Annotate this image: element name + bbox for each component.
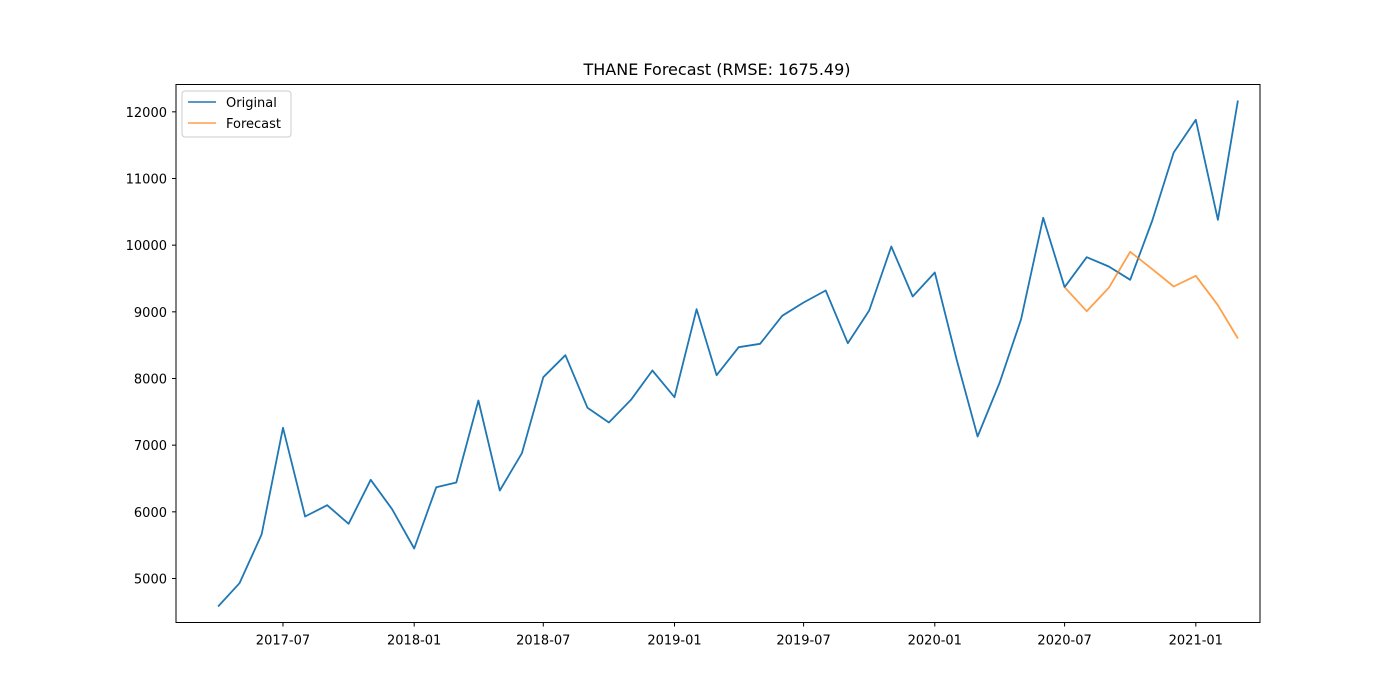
y-axis: 5000 6000 7000 8000 9000 10000 11000 12000 (126, 106, 176, 588)
y-tick-label: 5000 (134, 573, 167, 588)
data-point-original (1195, 119, 1197, 121)
y-tick-label: 6000 (134, 506, 167, 521)
data-point-original (608, 422, 610, 424)
data-point-original (565, 354, 567, 356)
data-point-original (348, 523, 350, 525)
data-point-original (1108, 266, 1110, 268)
y-tick-label: 12000 (126, 106, 167, 121)
data-point-original (455, 482, 457, 484)
x-axis: 2017-07 2018-01 2018-07 2019-01 2019-07 2020-… (256, 622, 1223, 649)
data-point-original (956, 360, 958, 362)
y-tick-label: 9000 (134, 306, 167, 321)
x-tick-label: 2019-01 (647, 634, 701, 649)
chart-title: THANE Forecast (RMSE: 1675.49) (582, 60, 850, 79)
data-point-original (977, 436, 979, 438)
data-point-original (435, 486, 437, 488)
series-line-forecast (1063, 250, 1239, 339)
data-point-original (1086, 256, 1088, 258)
data-point-original (934, 272, 936, 274)
data-point-original (217, 606, 219, 608)
series-line-original (217, 100, 1239, 608)
data-point-original (696, 308, 698, 310)
data-point-original (261, 534, 263, 536)
x-tick-label: 2020-07 (1037, 634, 1091, 649)
data-point-original (1237, 100, 1239, 102)
data-point-original (1042, 217, 1044, 219)
x-tick-label: 2018-01 (387, 634, 441, 649)
legend-label-forecast: Forecast (226, 117, 281, 132)
data-point-forecast (1237, 338, 1239, 340)
x-tick-label: 2018-07 (516, 634, 570, 649)
data-point-original (630, 399, 632, 401)
data-point-original (304, 516, 306, 518)
data-point-original (674, 396, 676, 398)
data-point-original (912, 296, 914, 298)
series-layer (217, 100, 1239, 608)
data-point-original (370, 479, 372, 481)
data-point-original (1151, 220, 1153, 222)
legend-label-original: Original (226, 96, 277, 111)
data-point-original (652, 370, 654, 372)
y-tick-label: 11000 (126, 173, 167, 188)
data-point-original (738, 346, 740, 348)
data-point-original (759, 343, 761, 345)
x-tick-label: 2019-07 (776, 634, 830, 649)
y-tick-label: 10000 (126, 239, 167, 254)
data-point-original (326, 504, 328, 506)
data-point-forecast (1108, 287, 1110, 289)
data-point-original (803, 302, 805, 304)
data-point-original (1129, 279, 1131, 281)
plot-frame (175, 84, 1261, 623)
data-point-forecast (1173, 286, 1175, 288)
data-point-original (868, 310, 870, 312)
data-point-original (847, 342, 849, 344)
data-point-forecast (1086, 310, 1088, 312)
data-point-original (587, 407, 589, 409)
data-point-original (239, 582, 241, 584)
data-point-original (1173, 152, 1175, 154)
data-point-original (1020, 318, 1022, 320)
y-tick-label: 8000 (134, 373, 167, 388)
y-tick-label: 7000 (134, 439, 167, 454)
legend: Original Forecast (181, 90, 292, 138)
data-point-forecast (1195, 275, 1197, 277)
data-point-original (282, 427, 284, 429)
data-point-original (521, 452, 523, 454)
data-point-original (391, 508, 393, 510)
data-point-original (825, 290, 827, 292)
data-point-original (542, 376, 544, 378)
data-point-original (1217, 219, 1219, 221)
data-point-original (716, 374, 718, 376)
data-point-original (781, 315, 783, 317)
data-point-original (890, 246, 892, 248)
x-tick-label: 2017-07 (256, 634, 310, 649)
data-point-original (413, 548, 415, 550)
data-point-forecast (1151, 268, 1153, 270)
data-point-forecast (1217, 304, 1219, 306)
data-point-original (999, 382, 1001, 384)
data-point-forecast (1129, 251, 1131, 253)
x-tick-label: 2020-01 (908, 634, 962, 649)
data-point-original (499, 490, 501, 492)
x-tick-label: 2021-01 (1169, 634, 1223, 649)
data-point-forecast (1064, 286, 1066, 288)
data-point-original (478, 400, 480, 402)
